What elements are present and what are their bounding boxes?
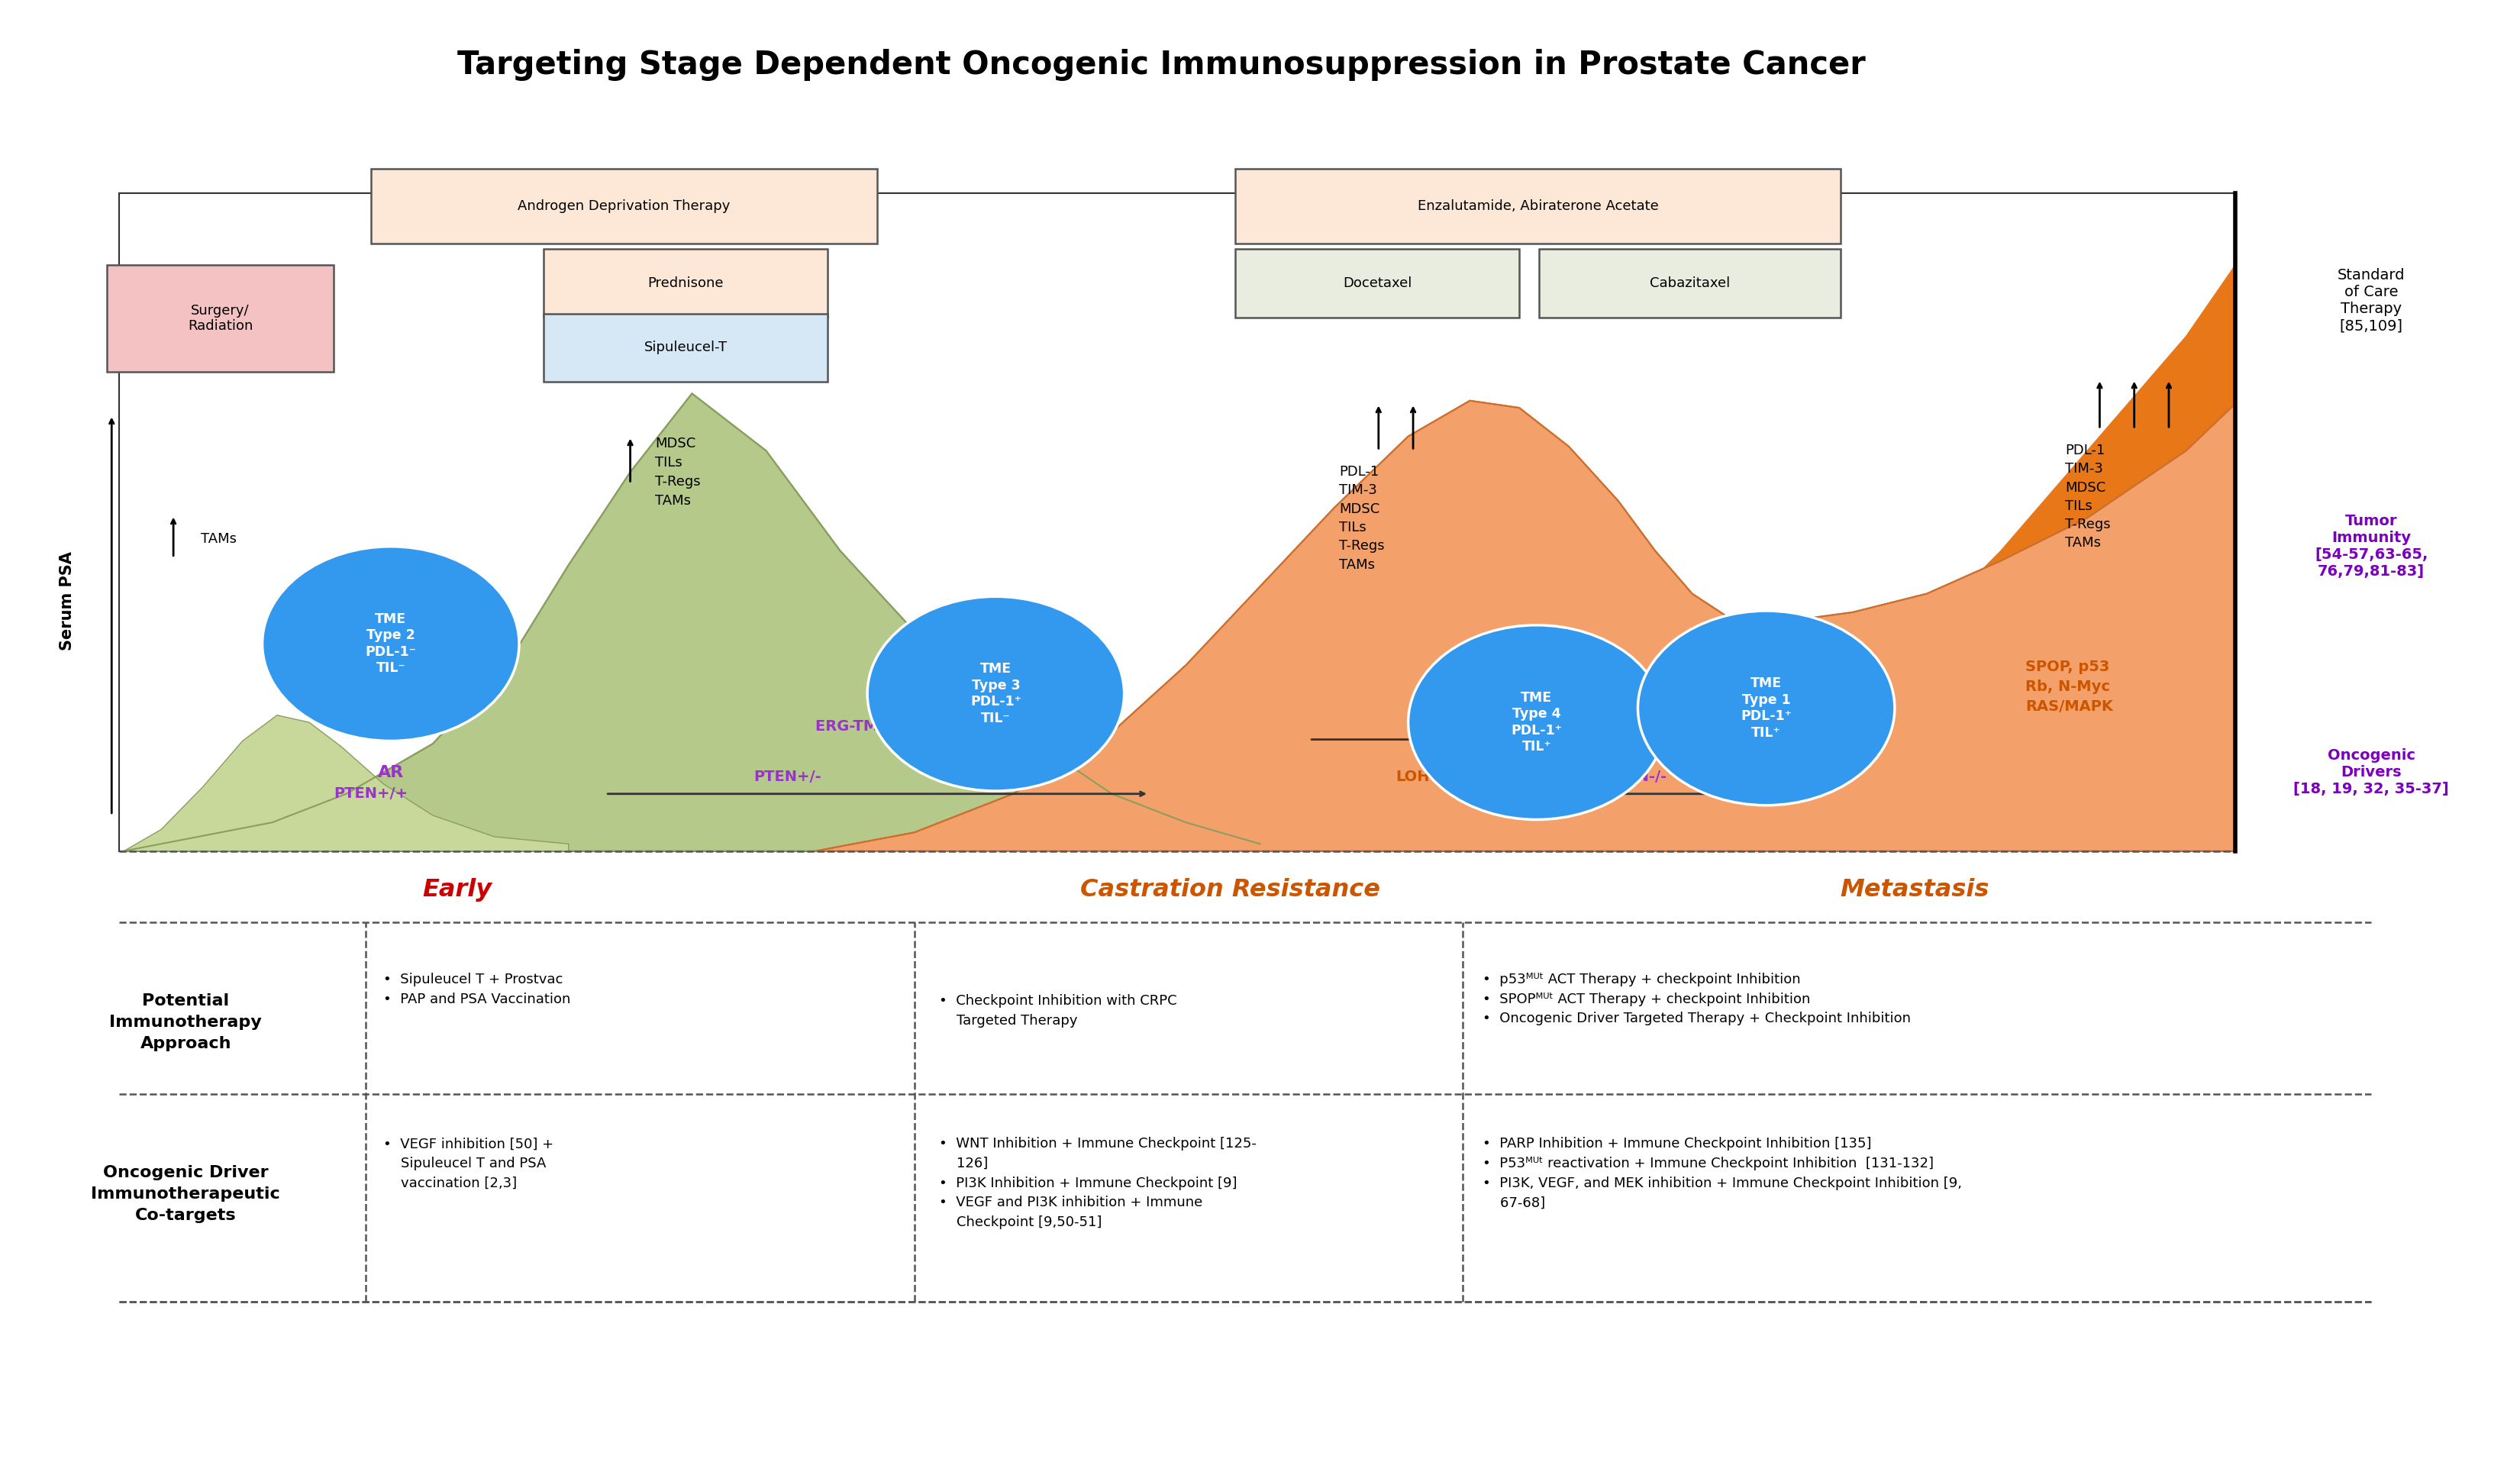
FancyBboxPatch shape (1235, 249, 1520, 318)
Text: Potential
Immunotherapy
Approach: Potential Immunotherapy Approach (108, 994, 262, 1052)
Text: •  WNT Inhibition + Immune Checkpoint [125-
    126]
•  PI3K Inhibition + Immune: • WNT Inhibition + Immune Checkpoint [12… (940, 1137, 1257, 1230)
Text: •  Sipuleucel T + Prostvac
•  PAP and PSA Vaccination: • Sipuleucel T + Prostvac • PAP and PSA … (383, 973, 570, 1005)
Polygon shape (816, 401, 2235, 851)
Text: Sipuleucel-T: Sipuleucel-T (645, 341, 728, 355)
Text: Prednisone: Prednisone (648, 277, 723, 290)
Ellipse shape (867, 597, 1124, 791)
Text: TME
Type 3
PDL-1⁺
TIL⁻: TME Type 3 PDL-1⁺ TIL⁻ (970, 662, 1021, 725)
Ellipse shape (1409, 624, 1666, 820)
Text: LOH: LOH (1396, 769, 1429, 783)
FancyBboxPatch shape (544, 314, 827, 382)
Text: Standard
of Care
Therapy
[85,109]: Standard of Care Therapy [85,109] (2339, 268, 2404, 333)
Text: Oncogenic Driver
Immunotherapeutic
Co-targets: Oncogenic Driver Immunotherapeutic Co-ta… (91, 1166, 280, 1223)
Text: AR: AR (378, 765, 403, 781)
Text: PDL-1
TIM-3
MDSC
TILs
T-Regs
TAMs: PDL-1 TIM-3 MDSC TILs T-Regs TAMs (2064, 444, 2112, 550)
Text: PTEN+/-: PTEN+/- (753, 769, 822, 783)
FancyBboxPatch shape (544, 249, 827, 318)
Text: PDL-1
TIM-3
MDSC
TILs
T-Regs
TAMs: PDL-1 TIM-3 MDSC TILs T-Regs TAMs (1338, 465, 1383, 572)
Text: Oncogenic
Drivers
[18, 19, 32, 35-37]: Oncogenic Drivers [18, 19, 32, 35-37] (2293, 748, 2449, 797)
Text: TAMs: TAMs (202, 533, 237, 546)
Text: TME
Type 1
PDL-1⁺
TIL⁺: TME Type 1 PDL-1⁺ TIL⁺ (1741, 677, 1792, 740)
Text: •  p53ᴹᵁᵗ ACT Therapy + checkpoint Inhibition
•  SPOPᴹᵁᵗ ACT Therapy + checkpoin: • p53ᴹᵁᵗ ACT Therapy + checkpoint Inhibi… (1482, 973, 1910, 1026)
Text: Surgery/
Radiation: Surgery/ Radiation (186, 303, 252, 333)
Text: Early: Early (423, 878, 491, 902)
Text: Castration Resistance: Castration Resistance (1081, 878, 1381, 902)
Polygon shape (816, 266, 2235, 851)
Text: Cabazitaxel: Cabazitaxel (1651, 277, 1729, 290)
FancyBboxPatch shape (106, 266, 333, 372)
Text: Tumor
Immunity
[54-57,63-65,
76,79,81-83]: Tumor Immunity [54-57,63-65, 76,79,81-83… (2316, 514, 2427, 579)
Text: ERG-TMPRSS (WNT): ERG-TMPRSS (WNT) (816, 719, 978, 734)
Text: •  Checkpoint Inhibition with CRPC
    Targeted Therapy: • Checkpoint Inhibition with CRPC Target… (940, 994, 1177, 1027)
Text: •  PARP Inhibition + Immune Checkpoint Inhibition [135]
•  P53ᴹᵁᵗ reactivation +: • PARP Inhibition + Immune Checkpoint In… (1482, 1137, 1961, 1210)
Text: PTEN-/-: PTEN-/- (1605, 769, 1666, 783)
Text: TME
Type 2
PDL-1⁻
TIL⁻: TME Type 2 PDL-1⁻ TIL⁻ (365, 613, 416, 676)
Text: Serum PSA: Serum PSA (60, 552, 76, 651)
Text: TME
Type 4
PDL-1⁺
TIL⁺: TME Type 4 PDL-1⁺ TIL⁺ (1512, 692, 1562, 754)
Ellipse shape (1638, 611, 1895, 805)
Text: Targeting Stage Dependent Oncogenic Immunosuppression in Prostate Cancer: Targeting Stage Dependent Oncogenic Immu… (456, 48, 1865, 80)
FancyBboxPatch shape (1235, 169, 1840, 244)
Text: Docetaxel: Docetaxel (1343, 277, 1411, 290)
Text: •  VEGF inhibition [50] +
    Sipuleucel T and PSA
    vaccination [2,3]: • VEGF inhibition [50] + Sipuleucel T an… (383, 1137, 554, 1191)
Text: SPOP, p53
Rb, N-Myc
RAS/MAPK: SPOP, p53 Rb, N-Myc RAS/MAPK (2026, 659, 2114, 713)
Text: Androgen Deprivation Therapy: Androgen Deprivation Therapy (517, 200, 731, 213)
Text: Metastasis: Metastasis (1840, 878, 1988, 902)
FancyBboxPatch shape (1540, 249, 1840, 318)
Ellipse shape (262, 547, 519, 741)
Text: PTEN+/+: PTEN+/+ (333, 786, 408, 801)
Text: MDSC
TILs
T-Regs
TAMs: MDSC TILs T-Regs TAMs (655, 436, 701, 508)
Polygon shape (123, 715, 570, 851)
FancyBboxPatch shape (370, 169, 877, 244)
Text: Enzalutamide, Abiraterone Acetate: Enzalutamide, Abiraterone Acetate (1416, 200, 1658, 213)
Polygon shape (123, 394, 1260, 851)
